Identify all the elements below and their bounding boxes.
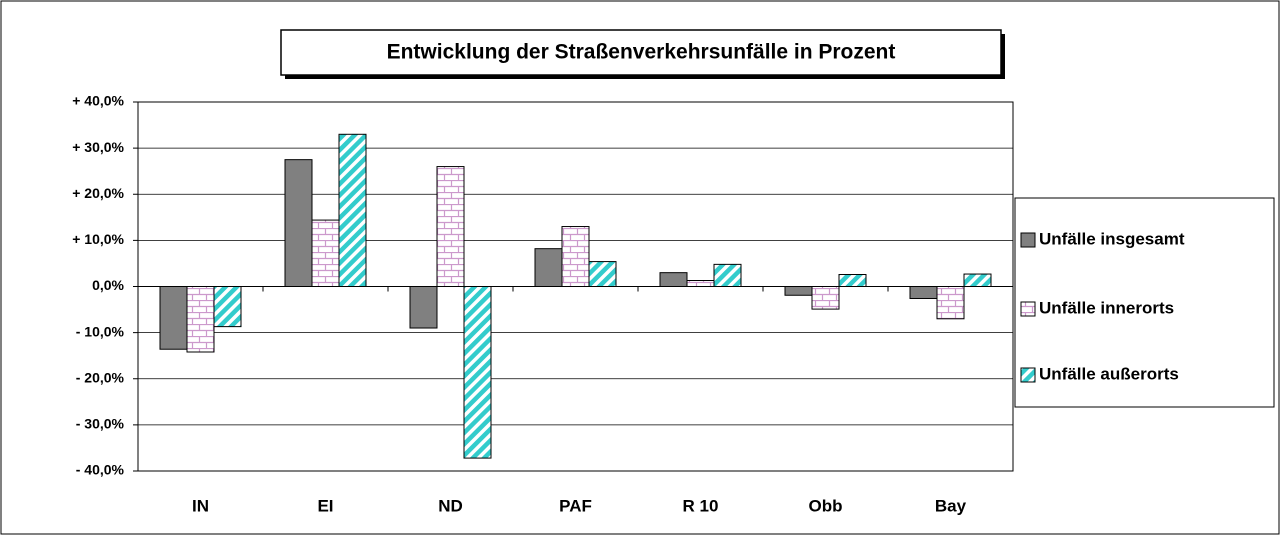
bar (311, 219, 340, 287)
x-tick-label: IN (192, 496, 209, 515)
chart-title: Entwicklung der Straßenverkehrsunfälle i… (387, 41, 896, 64)
bar (284, 159, 313, 287)
bar (963, 273, 992, 288)
bar (338, 133, 367, 287)
bar (534, 248, 563, 288)
title-box (280, 29, 1002, 76)
y-tick-label: + 10,0% (72, 231, 124, 247)
x-tick-label: R 10 (683, 496, 719, 515)
legend-label: Unfälle insgesamt (1039, 229, 1185, 248)
y-tick-label: - 30,0% (76, 416, 125, 432)
bar (561, 226, 590, 288)
bar (936, 286, 965, 320)
legend-swatch (1020, 301, 1036, 317)
y-tick-label: - 10,0% (76, 323, 125, 339)
x-tick-label: PAF (559, 496, 592, 515)
legend-swatch (1020, 367, 1036, 383)
bar (784, 286, 813, 296)
bar (909, 286, 938, 299)
bar (588, 261, 617, 287)
y-tick-label: - 40,0% (76, 462, 125, 478)
x-tick-label: ND (438, 496, 463, 515)
x-tick-label: Bay (935, 496, 967, 515)
bar (186, 286, 215, 353)
y-tick-label: + 20,0% (72, 185, 124, 201)
bar (159, 286, 188, 350)
legend-box (1014, 197, 1275, 408)
bar (811, 286, 840, 310)
bar (213, 286, 242, 328)
bar (409, 286, 438, 329)
y-tick-label: 0,0% (92, 277, 124, 293)
x-tick-label: Obb (809, 496, 843, 515)
bar (713, 263, 742, 287)
bar (659, 272, 688, 288)
bar (686, 280, 715, 288)
bar (838, 274, 867, 288)
x-tick-label: EI (317, 496, 333, 515)
legend-swatch (1020, 232, 1036, 248)
y-tick-label: - 20,0% (76, 369, 125, 385)
y-tick-label: + 40,0% (72, 93, 124, 109)
legend-label: Unfälle außerorts (1039, 364, 1179, 383)
legend-label: Unfälle innerorts (1039, 298, 1174, 317)
bar (436, 166, 465, 287)
y-tick-label: + 30,0% (72, 139, 124, 155)
bar (463, 286, 492, 459)
